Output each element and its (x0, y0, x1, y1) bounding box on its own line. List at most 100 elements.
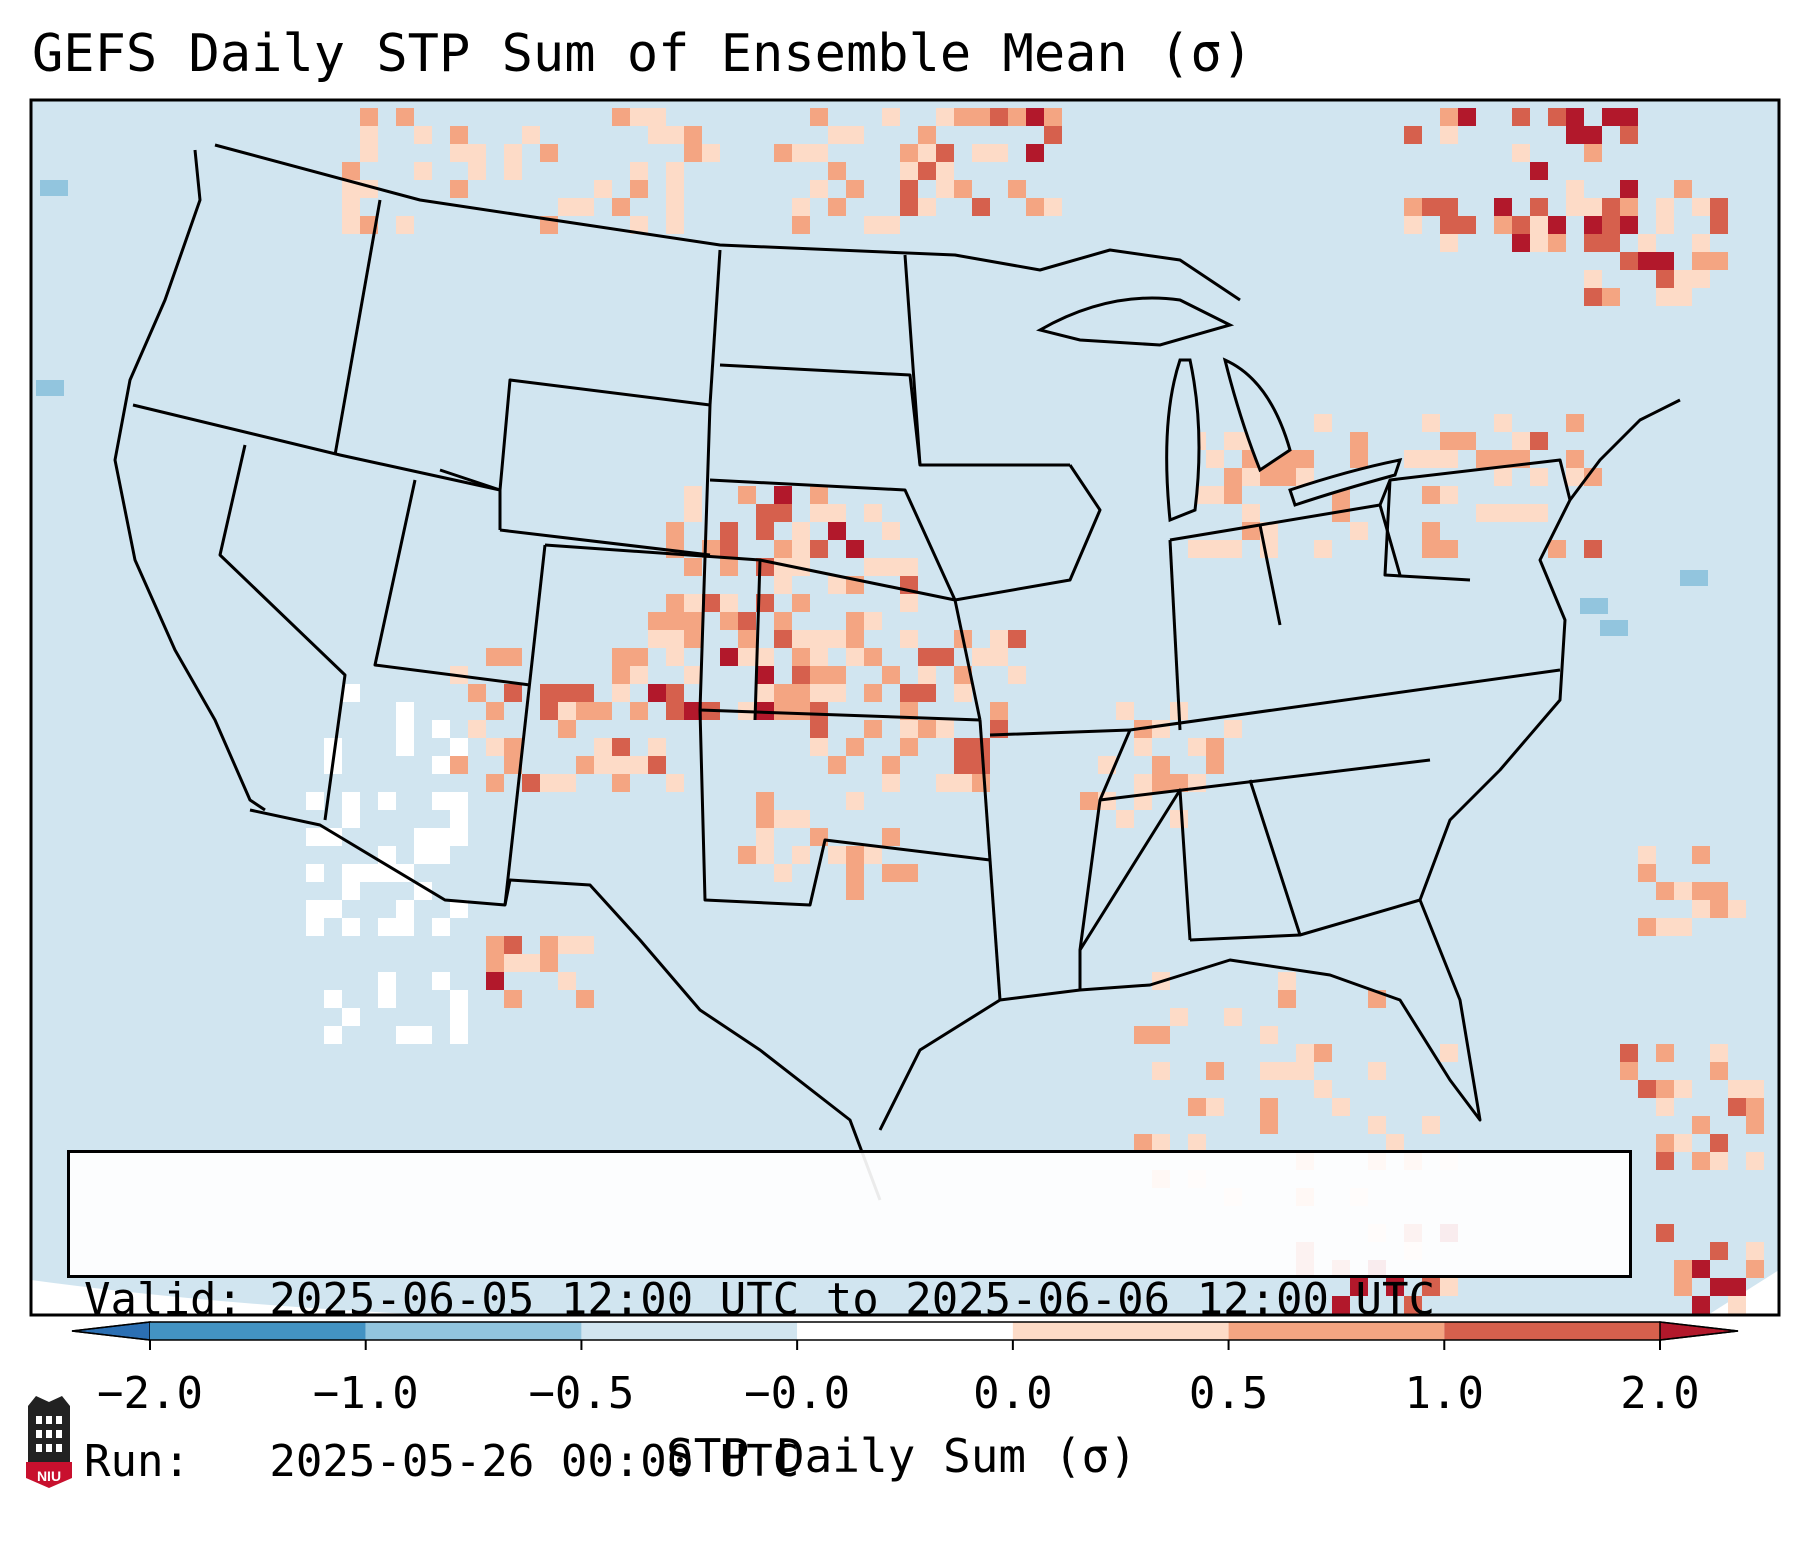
neutral-cell (396, 918, 414, 936)
neutral-cell (414, 1026, 432, 1044)
neutral-cell (432, 792, 450, 810)
anomaly-cell (612, 738, 630, 756)
anomaly-cell (1008, 630, 1026, 648)
neutral-cell (360, 864, 378, 882)
anomaly-cell (720, 558, 738, 576)
anomaly-cell (1008, 108, 1026, 126)
anomaly-cell (1152, 720, 1170, 738)
anomaly-cell (1026, 108, 1044, 126)
anomaly-cell (522, 126, 540, 144)
anomaly-cell (1152, 1134, 1170, 1152)
anomaly-cell (720, 594, 738, 612)
anomaly-cell (1188, 540, 1206, 558)
anomaly-cell (450, 144, 468, 162)
neutral-cell (342, 1008, 360, 1026)
anomaly-cell (1152, 756, 1170, 774)
anomaly-cell (774, 486, 792, 504)
anomaly-cell (1602, 234, 1620, 252)
neutral-cell (306, 792, 324, 810)
anomaly-cell (396, 216, 414, 234)
anomaly-cell (576, 936, 594, 954)
anomaly-cell (810, 108, 828, 126)
anomaly-cell (954, 738, 972, 756)
anomaly-cell (1674, 1134, 1692, 1152)
anomaly-cell (864, 558, 882, 576)
anomaly-cell (1404, 198, 1422, 216)
anomaly-cell (864, 216, 882, 234)
colorbar-segment (365, 1322, 582, 1340)
anomaly-cell (1602, 288, 1620, 306)
neutral-cell (450, 738, 468, 756)
anomaly-cell (756, 684, 774, 702)
anomaly-cell (1656, 216, 1674, 234)
anomaly-cell (1584, 468, 1602, 486)
anomaly-cell (1566, 180, 1584, 198)
anomaly-cell (1638, 1080, 1656, 1098)
gulf-coast (878, 899, 1482, 1131)
mexico-border (249, 808, 882, 1201)
anomaly-cell (1422, 1116, 1440, 1134)
anomaly-cell (864, 684, 882, 702)
anomaly-cell (1206, 756, 1224, 774)
anomaly-cell (1548, 234, 1566, 252)
anomaly-cell (1620, 216, 1638, 234)
anomaly-cell (810, 738, 828, 756)
neutral-cell (378, 972, 396, 990)
anomaly-cell (756, 666, 774, 684)
anomaly-cell (810, 144, 828, 162)
anomaly-cell (1314, 1044, 1332, 1062)
anomaly-cell (648, 738, 666, 756)
anomaly-cell (900, 720, 918, 738)
anomaly-cell (990, 702, 1008, 720)
anomaly-cell (1692, 270, 1710, 288)
neutral-cell (450, 810, 468, 828)
neutral-cell (396, 720, 414, 738)
anomaly-cell (684, 702, 702, 720)
anomaly-cell (360, 108, 378, 126)
anomaly-cell (1512, 216, 1530, 234)
anomaly-cell (846, 846, 864, 864)
anomaly-cell (1494, 414, 1512, 432)
anomaly-cell (1656, 1224, 1674, 1242)
anomaly-cell (1674, 918, 1692, 936)
anomaly-cell (648, 126, 666, 144)
anomaly-cell (630, 216, 648, 234)
anomaly-cell (1368, 1116, 1386, 1134)
anomaly-cell (1638, 918, 1656, 936)
anomaly-cell (450, 180, 468, 198)
anomaly-cell (954, 108, 972, 126)
anomaly-cell (666, 630, 684, 648)
anomaly-cell (1440, 216, 1458, 234)
anomaly-cell (1728, 900, 1746, 918)
anomaly-cell (720, 522, 738, 540)
anomaly-cell (1728, 1080, 1746, 1098)
anomaly-cell (846, 738, 864, 756)
anomaly-cell (540, 702, 558, 720)
neutral-cell (378, 792, 396, 810)
anomaly-cell (1116, 702, 1134, 720)
anomaly-cell (684, 504, 702, 522)
anomaly-cell (486, 774, 504, 792)
anomaly-cell (576, 684, 594, 702)
anomaly-cell (684, 144, 702, 162)
anomaly-cell (702, 144, 720, 162)
anomaly-cell (414, 126, 432, 144)
anomaly-cell (954, 666, 972, 684)
anomaly-cell (540, 144, 558, 162)
anomaly-cell (1314, 414, 1332, 432)
anomaly-cell (828, 126, 846, 144)
anomaly-cell (1710, 1134, 1728, 1152)
anomaly-cell (1584, 288, 1602, 306)
neutral-cell (450, 1008, 468, 1026)
neutral-cell (414, 846, 432, 864)
anomaly-cell (738, 612, 756, 630)
anomaly-cell (1350, 450, 1368, 468)
anomaly-cell (1620, 198, 1638, 216)
anomaly-cell (936, 720, 954, 738)
anomaly-cell (504, 990, 522, 1008)
anomaly-cell (684, 612, 702, 630)
anomaly-cell (1674, 882, 1692, 900)
anomaly-cell (1440, 486, 1458, 504)
neutral-cell (324, 828, 342, 846)
anomaly-cell (1404, 126, 1422, 144)
